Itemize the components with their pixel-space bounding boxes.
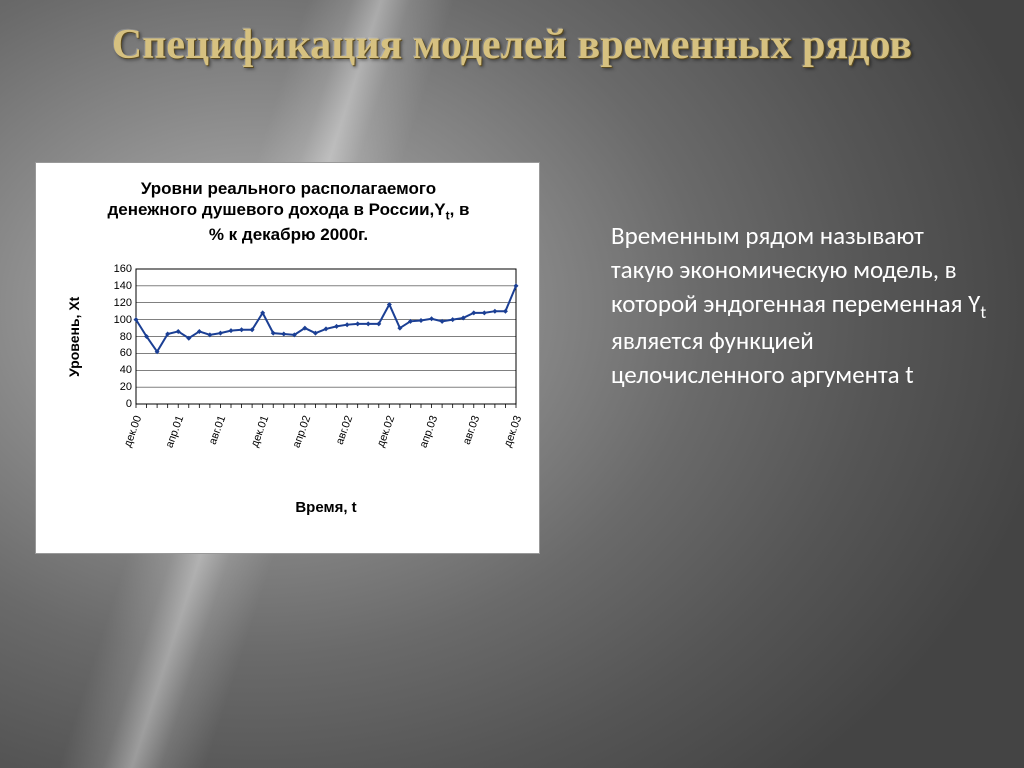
chart-x-tick-label: дек.00 [122,414,144,449]
chart-y-tick-label: 40 [102,364,132,376]
chart-x-tick-label: авг.03 [461,414,483,446]
chart-y-axis-label: Уровень, Xt [66,297,82,377]
chart-x-tick-label: апр.01 [164,414,187,450]
chart-marker [366,321,371,326]
chart-marker [239,327,244,332]
chart-y-tick-label: 60 [102,347,132,359]
chart-y-tick-label: 100 [102,314,132,326]
chart-svg [136,269,516,404]
chart-marker [492,309,497,314]
chart-x-tick-label: апр.03 [417,414,440,450]
chart-marker [218,331,223,336]
chart-marker [482,310,487,315]
chart-marker [281,331,286,336]
chart-y-tick-label: 140 [102,280,132,292]
chart-marker [229,328,234,333]
chart-marker [419,318,424,323]
chart-marker [450,317,455,322]
chart-x-axis-label: Время, t [136,499,516,516]
chart-frame: Уровни реального располагаемогоденежного… [35,162,540,554]
chart-marker [345,322,350,327]
chart-y-tick-label: 160 [102,263,132,275]
chart-plot-area [136,269,516,404]
chart-x-tick-label: дек.02 [375,414,397,449]
chart-marker [429,316,434,321]
chart-x-tick-label: авг.01 [207,414,229,446]
chart-marker [355,321,360,326]
chart-series-line [136,286,516,352]
chart-marker [334,324,339,329]
chart-y-tick-label: 20 [102,381,132,393]
chart-y-tick-label: 0 [102,398,132,410]
chart-x-tick-label: апр.02 [290,414,313,450]
body-text: Временным рядом называют такую экономиче… [611,219,991,392]
slide-heading: Спецификация моделей временных рядов [0,22,1024,68]
chart-x-tick-label: авг.02 [334,414,356,446]
chart-title: Уровни реального располагаемогоденежного… [36,178,541,245]
chart-x-tick-label: дек.03 [502,414,524,449]
chart-y-tick-label: 120 [102,297,132,309]
chart-x-tick-label: дек.01 [248,414,270,449]
chart-y-tick-label: 80 [102,331,132,343]
